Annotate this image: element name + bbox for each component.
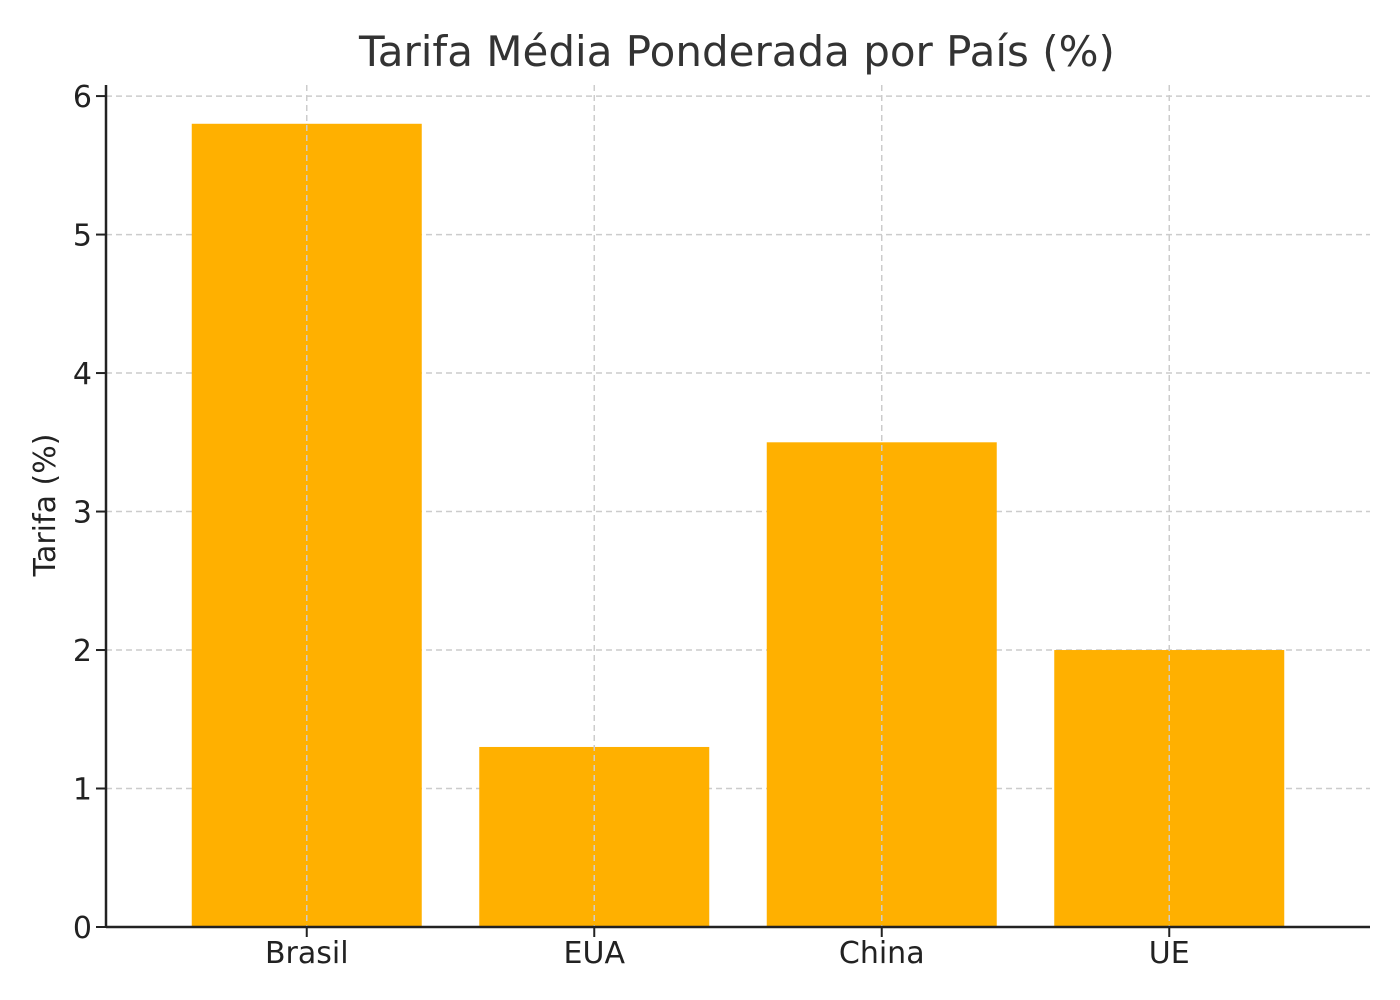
- y-tick-label: 5: [73, 219, 92, 254]
- chart-title: Tarifa Média Ponderada por País (%): [358, 27, 1115, 76]
- y-tick-label: 4: [73, 357, 92, 392]
- axes: [104, 85, 1370, 929]
- y-tick-label: 1: [73, 773, 92, 808]
- y-tick-label: 3: [73, 496, 92, 531]
- x-tick-label: China: [839, 936, 925, 971]
- y-axis-label: Tarifa (%): [28, 434, 63, 578]
- y-tick-label: 2: [73, 634, 92, 669]
- x-ticks: Brasil EUA China UE: [265, 927, 1190, 971]
- x-tick-label: Brasil: [265, 936, 349, 971]
- x-tick-label: EUA: [564, 936, 626, 971]
- y-tick-label: 0: [73, 911, 92, 946]
- x-tick-label: UE: [1149, 936, 1190, 971]
- bars: [191, 85, 1285, 928]
- y-ticks: 0 1 2 3 4 5 6: [73, 80, 106, 946]
- y-tick-label: 6: [73, 80, 92, 115]
